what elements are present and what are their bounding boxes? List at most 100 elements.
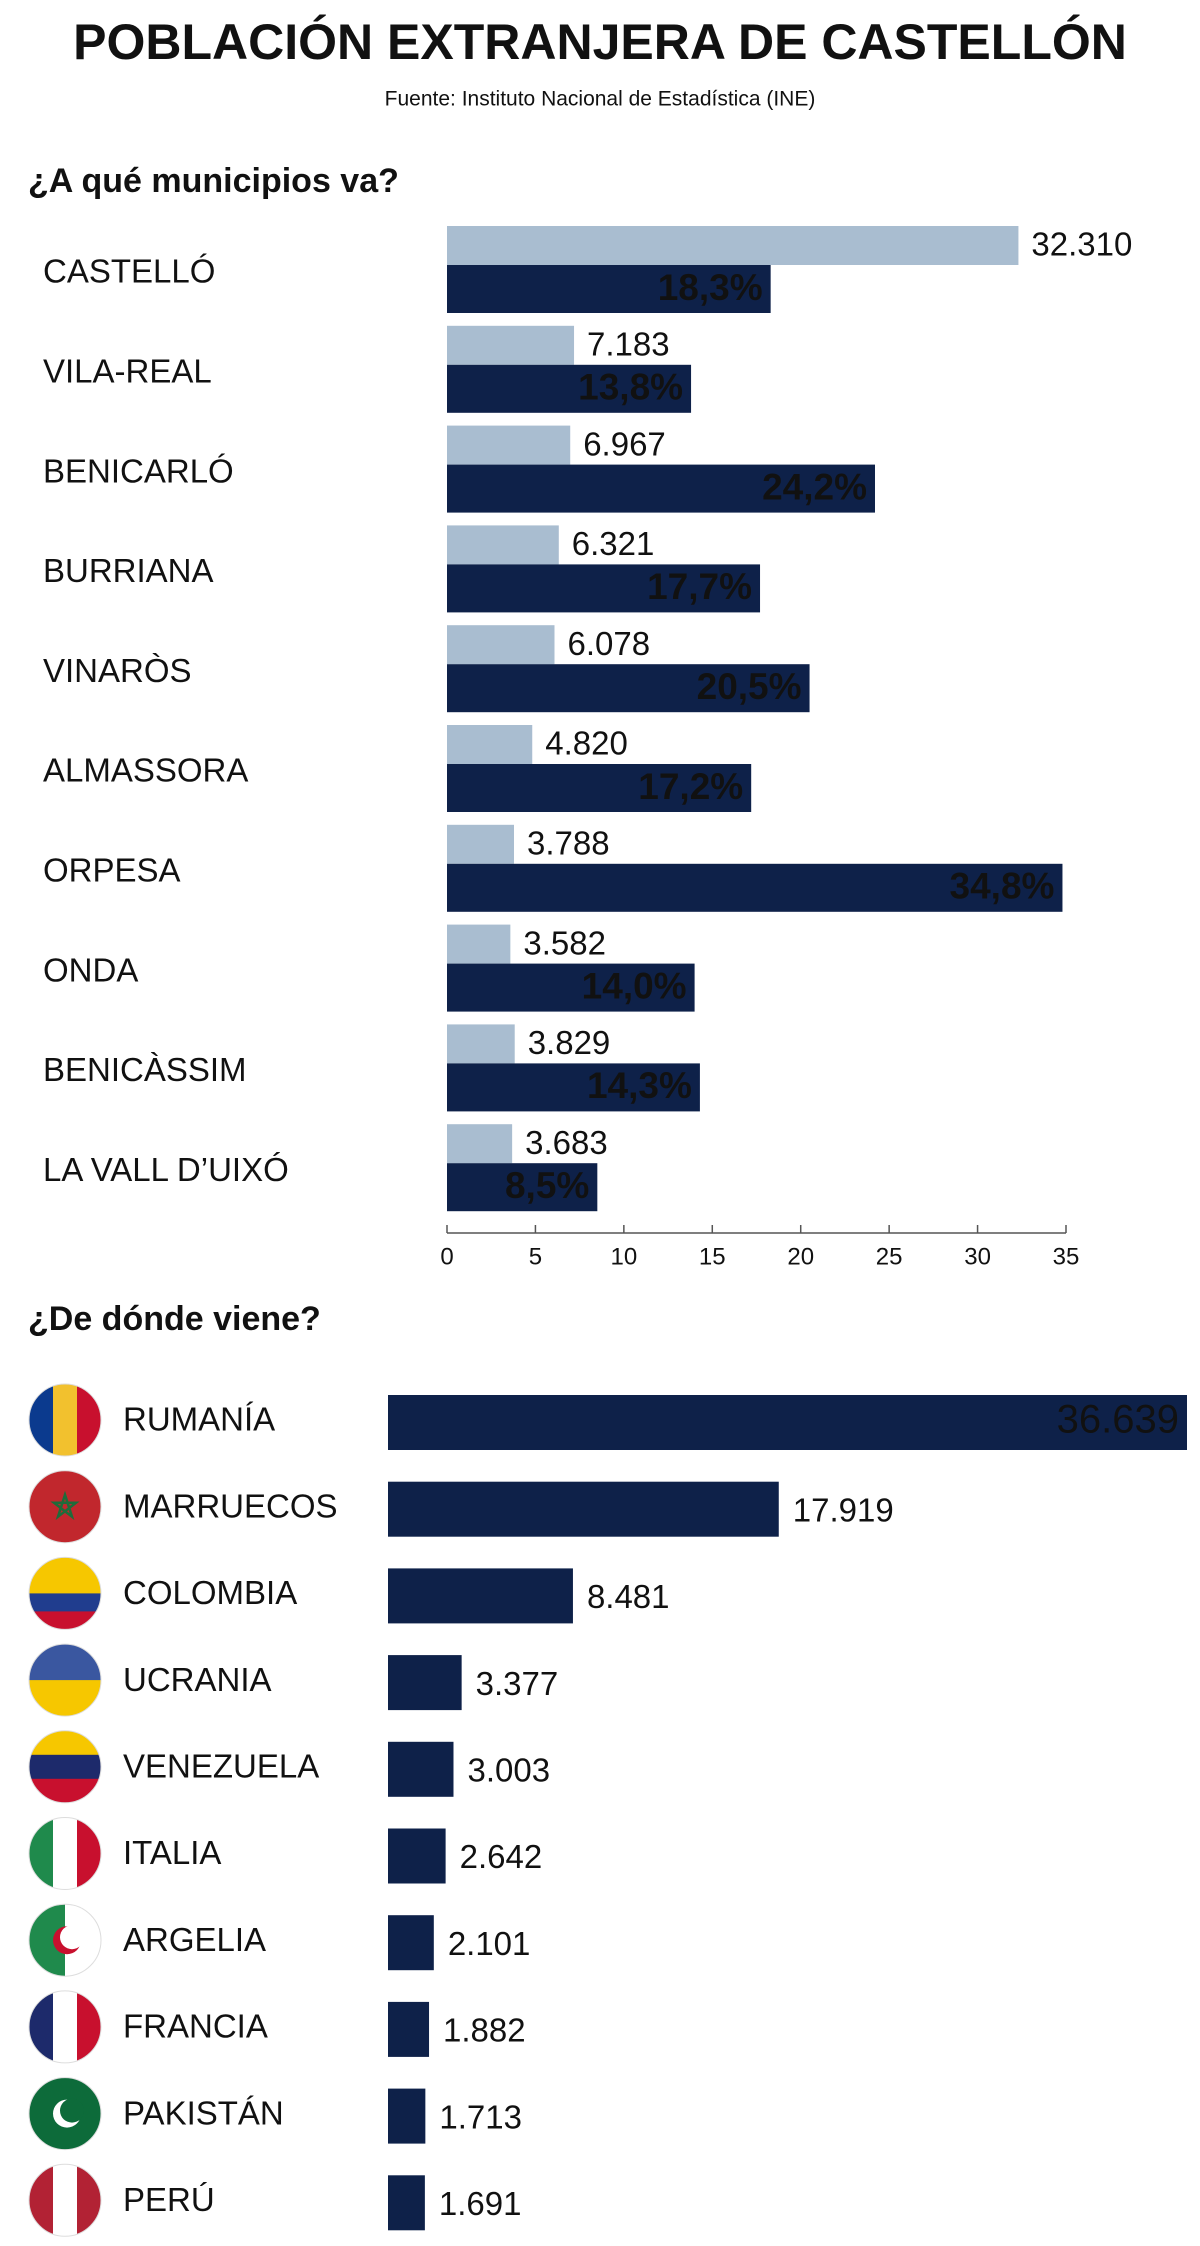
- category-label: ARGELIA: [123, 1921, 266, 1958]
- category-label: VILA-REAL: [43, 353, 212, 390]
- value-label: 2.642: [460, 1838, 543, 1875]
- flag-stripe: [29, 1384, 54, 1456]
- category-label: ITALIA: [123, 1834, 221, 1871]
- category-label: BENICÀSSIM: [43, 1051, 247, 1088]
- flag-stripe: [53, 1817, 78, 1890]
- bar: [388, 1655, 462, 1711]
- flag-outline: [28, 1556, 102, 1630]
- category-label: RUMANÍA: [123, 1401, 275, 1438]
- bar: [388, 1395, 1187, 1450]
- value-label: 3.003: [467, 1752, 550, 1789]
- flag-stripe: [29, 1754, 101, 1780]
- value-label: 32.310: [1031, 226, 1132, 263]
- category-label: ONDA: [43, 951, 138, 988]
- flag: [29, 1470, 101, 1543]
- value-label: 3.582: [523, 924, 606, 961]
- flag: [29, 1904, 101, 1977]
- category-label: FRANCIA: [123, 2008, 268, 2045]
- category-label: MARRUECOS: [123, 1487, 338, 1524]
- x-tick-label: 25: [876, 1243, 903, 1270]
- bar: [447, 1163, 598, 1212]
- bar: [447, 525, 559, 565]
- flag-crescent-cut: [60, 1925, 84, 1950]
- flag-stripe: [29, 1644, 101, 1681]
- flag-stripe: [29, 2164, 54, 2237]
- x-tick-label: 0: [440, 1243, 453, 1270]
- flag-outline: [28, 2077, 102, 2151]
- value-label: 7.183: [587, 326, 670, 363]
- value-label: 6.078: [567, 625, 650, 662]
- value-label: 3.377: [476, 1665, 559, 1702]
- flag-stripe: [53, 2164, 78, 2237]
- value-label: 20,5%: [697, 666, 802, 707]
- section-title: ¿De dónde viene?: [28, 1300, 321, 1338]
- flag-stripe: [77, 1384, 101, 1456]
- flag-outline: [28, 1643, 102, 1717]
- value-label: 24,2%: [762, 466, 867, 507]
- value-label: 8,5%: [505, 1165, 589, 1206]
- value-label: 6.321: [572, 525, 655, 562]
- bar: [447, 564, 761, 613]
- flag-icon: [28, 1817, 102, 1890]
- flag-star: [50, 1490, 80, 1521]
- value-label: 2.101: [448, 1925, 531, 1962]
- flag-stripe: [29, 1817, 54, 1890]
- value-label: 17,7%: [647, 566, 752, 607]
- flag-stripe: [29, 1680, 101, 1717]
- bar: [447, 824, 514, 864]
- flag-outline: [28, 1383, 102, 1457]
- flag-stripe: [53, 1990, 78, 2063]
- value-label: 1.713: [439, 2098, 522, 2135]
- category-label: BENICARLÓ: [43, 452, 234, 489]
- flag-outline: [28, 1903, 102, 1977]
- flag-icon: [28, 1643, 102, 1717]
- flag-icon: [28, 1730, 102, 1804]
- bar: [447, 1024, 515, 1064]
- x-tick-label: 30: [964, 1243, 991, 1270]
- flag-stripe: [29, 1470, 101, 1543]
- value-label: 18,3%: [658, 267, 763, 308]
- bar: [447, 1124, 513, 1164]
- value-label: 3.788: [527, 825, 610, 862]
- value-label: 17.919: [793, 1491, 894, 1528]
- flag-stripe: [29, 1778, 101, 1803]
- bar: [388, 2088, 426, 2144]
- bar: [447, 625, 555, 665]
- flag-outline: [28, 1730, 102, 1804]
- bar: [447, 325, 575, 365]
- bar: [447, 364, 692, 413]
- value-label: 4.820: [545, 725, 628, 762]
- bar: [447, 924, 511, 964]
- flag-stripe: [77, 2164, 101, 2237]
- category-label: BURRIANA: [43, 552, 214, 589]
- flag-stripe: [29, 1593, 101, 1612]
- flag-stripe: [29, 1730, 101, 1756]
- value-label: 8.481: [587, 1578, 670, 1615]
- bar: [447, 425, 571, 465]
- flag-icon: [28, 1556, 102, 1630]
- section-title: ¿A qué municipios va?: [28, 162, 399, 200]
- value-label: 14,3%: [587, 1065, 692, 1106]
- flag-stripe: [77, 1990, 101, 2063]
- x-tick-label: 35: [1053, 1243, 1080, 1270]
- flag-stripe: [29, 1575, 101, 1594]
- flag-icon: [28, 2077, 102, 2151]
- category-label: VINARÒS: [43, 652, 192, 689]
- flag-icon: [28, 1470, 102, 1544]
- x-tick-label: 20: [787, 1243, 814, 1270]
- bar: [447, 664, 810, 713]
- value-label: 3.683: [525, 1124, 608, 1161]
- title: POBLACIÓN EXTRANJERA DE CASTELLÓN: [73, 14, 1127, 70]
- flag: [29, 1384, 101, 1456]
- value-label: 17,2%: [638, 766, 743, 807]
- category-label: CASTELLÓ: [43, 253, 215, 290]
- flag-icon: [28, 1903, 102, 1977]
- flag-outline: [28, 1470, 102, 1544]
- subtitle: Fuente: Instituto Nacional de Estadístic…: [385, 88, 816, 111]
- value-label: 14,0%: [582, 965, 687, 1006]
- bar: [447, 464, 875, 513]
- category-label: PAKISTÁN: [123, 2094, 284, 2131]
- flag-outline: [28, 1817, 102, 1890]
